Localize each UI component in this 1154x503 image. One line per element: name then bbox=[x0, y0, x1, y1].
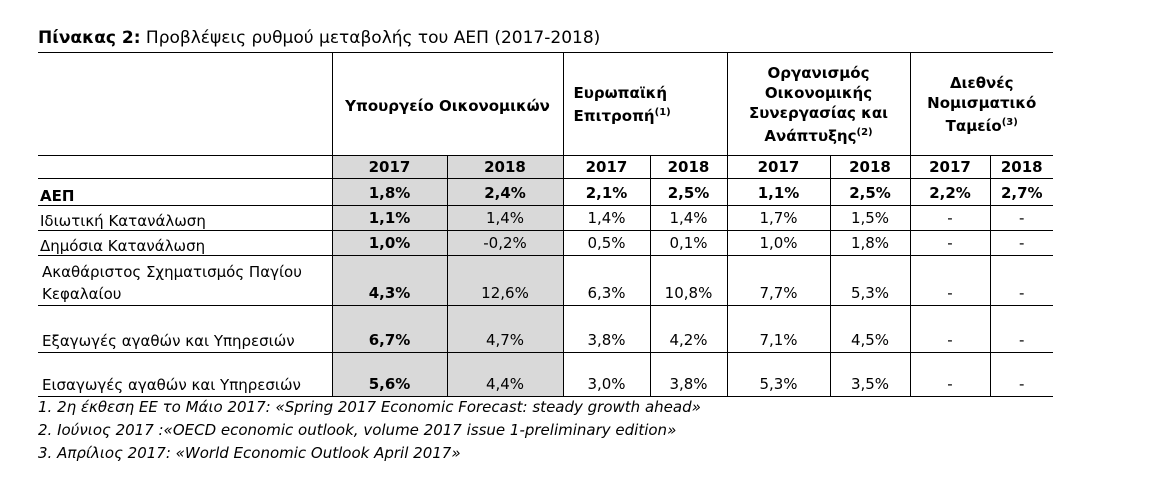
value-cell: 4,5% bbox=[829, 305, 910, 353]
value-cell: 1,0% bbox=[331, 230, 447, 256]
table-title: Πίνακας 2: Προβλέψεις ρυθμού μεταβολής τ… bbox=[38, 28, 600, 48]
value-cell: - bbox=[989, 255, 1053, 306]
year-cell: 2018 bbox=[649, 155, 727, 179]
value-cell: 4,3% bbox=[331, 255, 447, 306]
group-header: Ευρωπαϊκή Επιτροπή(1) bbox=[562, 52, 727, 156]
value-cell: 2,5% bbox=[829, 178, 910, 206]
value-cell: 2,7% bbox=[989, 178, 1053, 206]
year-header-row: 2017 2018 2017 2018 2017 2018 2017 2018 bbox=[38, 155, 1053, 179]
value-cell: 6,7% bbox=[331, 305, 447, 353]
value-cell: 4,4% bbox=[446, 352, 563, 397]
table-row: Ακαθάριστος Σχηματισμός Παγίου Κεφαλαίου… bbox=[38, 255, 1053, 306]
value-cell: 1,4% bbox=[649, 205, 727, 231]
value-cell: 1,4% bbox=[562, 205, 650, 231]
value-cell: 5,3% bbox=[726, 352, 830, 397]
year-cell: 2018 bbox=[446, 155, 563, 179]
value-cell: 1,7% bbox=[726, 205, 830, 231]
value-cell: 12,6% bbox=[446, 255, 563, 306]
value-cell: 2,1% bbox=[562, 178, 650, 206]
value-cell: 1,0% bbox=[726, 230, 830, 256]
value-cell: -0,2% bbox=[446, 230, 563, 256]
gdp-forecast-table: Υπουργείο Οικονομικών Ευρωπαϊκή Επιτροπή… bbox=[38, 52, 1053, 397]
footnote-3: 3. Απρίλιος 2017: «World Economic Outloo… bbox=[38, 444, 461, 462]
row-label: Ιδιωτική Κατανάλωση bbox=[38, 205, 332, 231]
value-cell: 1,8% bbox=[331, 178, 447, 206]
year-cell: 2018 bbox=[829, 155, 910, 179]
value-cell: 3,8% bbox=[562, 305, 650, 353]
value-cell: 2,5% bbox=[649, 178, 727, 206]
value-cell: - bbox=[909, 352, 990, 397]
value-cell: 10,8% bbox=[649, 255, 727, 306]
table-row: Εισαγωγές αγαθών και Υπηρεσιών 5,6% 4,4% 3,… bbox=[38, 352, 1053, 397]
title-text: Προβλέψεις ρυθμού μεταβολής του ΑΕΠ (201… bbox=[145, 28, 601, 48]
table-row: Δημόσια Κατανάλωση 1,0% -0,2% 0,5% 0,1% 1,0% 1… bbox=[38, 230, 1053, 256]
row-label: Ακαθάριστος Σχηματισμός Παγίου Κεφαλαίου bbox=[38, 255, 332, 306]
group-header: Υπουργείο Οικονομικών bbox=[331, 52, 563, 156]
value-cell: 1,8% bbox=[829, 230, 910, 256]
row-label: Δημόσια Κατανάλωση bbox=[38, 230, 332, 256]
year-cell: 2017 bbox=[331, 155, 447, 179]
value-cell: 1,1% bbox=[331, 205, 447, 231]
value-cell: 7,7% bbox=[726, 255, 830, 306]
value-cell: 2,4% bbox=[446, 178, 563, 206]
value-cell: 1,5% bbox=[829, 205, 910, 231]
empty-header bbox=[38, 52, 332, 156]
group-header: Οργανισμός Οικονομικής Συνεργασίας και Α… bbox=[726, 52, 910, 156]
value-cell: 3,5% bbox=[829, 352, 910, 397]
value-cell: 2,2% bbox=[909, 178, 990, 206]
year-cell: 2017 bbox=[909, 155, 990, 179]
row-label: Εισαγωγές αγαθών και Υπηρεσιών bbox=[38, 352, 332, 397]
value-cell: 0,1% bbox=[649, 230, 727, 256]
year-cell: 2017 bbox=[726, 155, 830, 179]
row-label: ΑΕΠ bbox=[38, 178, 332, 206]
value-cell: - bbox=[909, 230, 990, 256]
value-cell: 4,2% bbox=[649, 305, 727, 353]
row-label: Εξαγωγές αγαθών και Υπηρεσιών bbox=[38, 305, 332, 353]
value-cell: 1,4% bbox=[446, 205, 563, 231]
value-cell: - bbox=[989, 205, 1053, 231]
value-cell: 3,0% bbox=[562, 352, 650, 397]
value-cell: - bbox=[909, 305, 990, 353]
value-cell: 0,5% bbox=[562, 230, 650, 256]
value-cell: 7,1% bbox=[726, 305, 830, 353]
group-header-row: Υπουργείο Οικονομικών Ευρωπαϊκή Επιτροπή… bbox=[38, 52, 1053, 156]
value-cell: - bbox=[989, 352, 1053, 397]
footnote-1: 1. 2η έκθεση ΕΕ το Μάιο 2017: «Spring 20… bbox=[38, 398, 701, 416]
title-prefix: Πίνακας 2: bbox=[38, 28, 141, 48]
year-cell: 2017 bbox=[562, 155, 650, 179]
value-cell: - bbox=[909, 205, 990, 231]
value-cell: - bbox=[989, 230, 1053, 256]
value-cell: 5,6% bbox=[331, 352, 447, 397]
value-cell: 1,1% bbox=[726, 178, 830, 206]
table-row: Ιδιωτική Κατανάλωση 1,1% 1,4% 1,4% 1,4% 1,7% 1… bbox=[38, 205, 1053, 231]
value-cell: 4,7% bbox=[446, 305, 563, 353]
group-header: Διεθνές Νομισματικό Ταμείο(3) bbox=[909, 52, 1053, 156]
footnote-2: 2. Ιούνιος 2017 :«OECD economic outlook,… bbox=[38, 421, 677, 439]
table-row: ΑΕΠ 1,8% 2,4% 2,1% 2,5% 1,1% 2,5% 2,2% 2,7% bbox=[38, 178, 1053, 206]
year-cell: 2018 bbox=[989, 155, 1053, 179]
value-cell: 6,3% bbox=[562, 255, 650, 306]
value-cell: - bbox=[909, 255, 990, 306]
table-row: Εξαγωγές αγαθών και Υπηρεσιών 6,7% 4,7% 3,8… bbox=[38, 305, 1053, 353]
value-cell: - bbox=[989, 305, 1053, 353]
value-cell: 5,3% bbox=[829, 255, 910, 306]
value-cell: 3,8% bbox=[649, 352, 727, 397]
